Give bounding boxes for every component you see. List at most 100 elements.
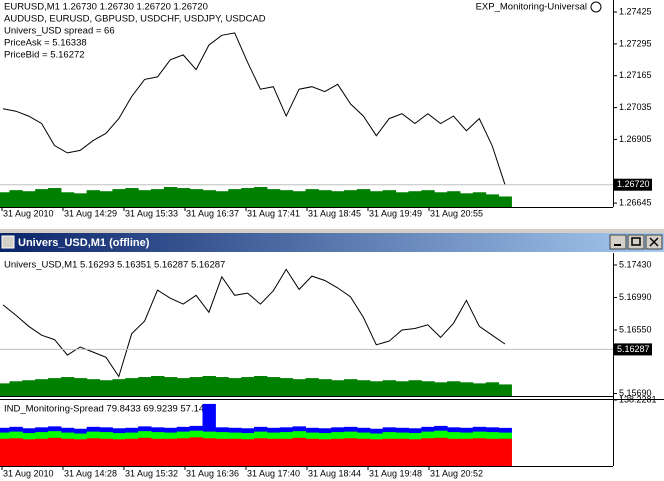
volume-bar (266, 377, 281, 396)
spread-bar (125, 438, 139, 466)
volume-bar (254, 376, 268, 396)
volume-bar (395, 192, 409, 207)
volume-bar (48, 188, 62, 207)
volume-bar (434, 382, 448, 396)
spread-bar (395, 438, 409, 466)
volume-bar (73, 193, 88, 207)
top-window (0, 0, 664, 229)
volume-bar (189, 377, 204, 396)
indicator-title: IND_Monitoring-Spread 79.8433 69.9239 57… (4, 404, 215, 415)
volume-bar (459, 382, 474, 396)
spread-bar (215, 438, 229, 466)
window-buttons[interactable] (609, 234, 663, 250)
volume-bar (485, 382, 500, 396)
spread-bar (369, 439, 384, 466)
minimize-button[interactable] (609, 234, 627, 250)
icon (631, 237, 641, 246)
spread-bar (421, 438, 435, 466)
icon (649, 237, 659, 247)
volume-bar (241, 188, 255, 207)
volume-bar (447, 381, 461, 396)
spread-bar (254, 438, 268, 466)
title-bar[interactable] (0, 233, 664, 252)
volume-bar (22, 380, 36, 396)
x-tick-label: 31 Aug 15:32 (125, 468, 178, 478)
volume-bar (344, 190, 358, 207)
spread-bar (112, 439, 126, 466)
x-tick-label: 31 Aug 18:45 (308, 208, 361, 218)
y-tick-label: 5.17430 (619, 259, 652, 269)
expert-icon (590, 1, 602, 13)
volume-bar (369, 381, 384, 396)
volume-bar (176, 188, 191, 207)
spread-bar (408, 439, 422, 466)
volume-bar (99, 380, 113, 396)
volume-bar (318, 379, 332, 396)
spread-bar (60, 438, 75, 466)
spread-bar (344, 438, 358, 466)
spread-bar (305, 438, 319, 466)
x-tick-label: 31 Aug 17:40 (247, 468, 300, 478)
volume-bar (331, 380, 345, 396)
volume-bar (202, 190, 216, 207)
y-tick-label: 5.16550 (619, 324, 652, 334)
spread-bar (279, 438, 294, 466)
price-line (2, 32, 506, 185)
spread-bar (176, 438, 191, 466)
spread-bar (22, 439, 36, 466)
x-tick-label: 31 Aug 14:28 (64, 468, 117, 478)
spread-bar (292, 437, 306, 466)
volume-bar (305, 189, 319, 207)
spread-bar (228, 438, 242, 466)
spread-bar (138, 437, 152, 466)
volume-bar (228, 378, 242, 396)
volume-bar (215, 191, 229, 207)
volume-bar (125, 378, 139, 396)
y-tick-label: 138.2281 (619, 394, 657, 404)
volume-bar (241, 377, 255, 396)
volume-bar (279, 378, 294, 396)
y-tick-label: 1.26905 (619, 134, 652, 144)
volume-bar (48, 378, 62, 396)
chart-title: EURUSD,M1 1.26730 1.26730 1.26720 1.2672… (4, 2, 208, 13)
volume-bar (408, 191, 422, 207)
y-tick-label: 5.16990 (619, 292, 652, 302)
spread-bar (498, 438, 512, 466)
volume-bar (356, 380, 371, 396)
maximize-button[interactable] (627, 234, 645, 250)
volume-bar (331, 191, 345, 207)
spread-bar (35, 438, 49, 466)
volume-bar (421, 190, 435, 207)
volume-bar (292, 191, 306, 207)
volume-bar (434, 192, 448, 207)
spread-bar (485, 438, 500, 466)
y-tick-label: 1.27425 (619, 6, 652, 16)
last-price-box (614, 343, 652, 356)
volume-bar (99, 191, 113, 207)
spread-bar (99, 438, 113, 466)
annotation: PriceAsk = 5.16338 (4, 38, 87, 49)
volume-bar (292, 379, 306, 396)
x-tick-label: 31 Aug 16:36 (186, 468, 239, 478)
spread-bar (266, 438, 281, 466)
spread-bar (447, 438, 461, 466)
volume-bar (254, 187, 268, 207)
volume-bar (459, 193, 474, 207)
spread-bar (331, 438, 345, 466)
volume-bar (189, 189, 204, 207)
window-title: Univers_USD,M1 (offline) (18, 237, 150, 249)
volume-bar (356, 189, 371, 207)
volume-bar (498, 196, 512, 207)
x-tick-label: 31 Aug 15:33 (125, 208, 178, 218)
volume-bar (86, 190, 101, 207)
volume-bar (35, 379, 49, 396)
x-tick-label: 31 Aug 20:55 (430, 208, 483, 218)
spread-bar (151, 438, 165, 466)
volume-bar (447, 191, 461, 207)
volume-bar (305, 378, 319, 396)
spread-bar (0, 438, 10, 466)
annotation: AUDUSD, EURUSD, GBPUSD, USDCHF, USDJPY, … (4, 14, 266, 25)
volume-bar (485, 194, 500, 207)
volume-bar (472, 192, 487, 207)
volume-bar (176, 378, 191, 396)
